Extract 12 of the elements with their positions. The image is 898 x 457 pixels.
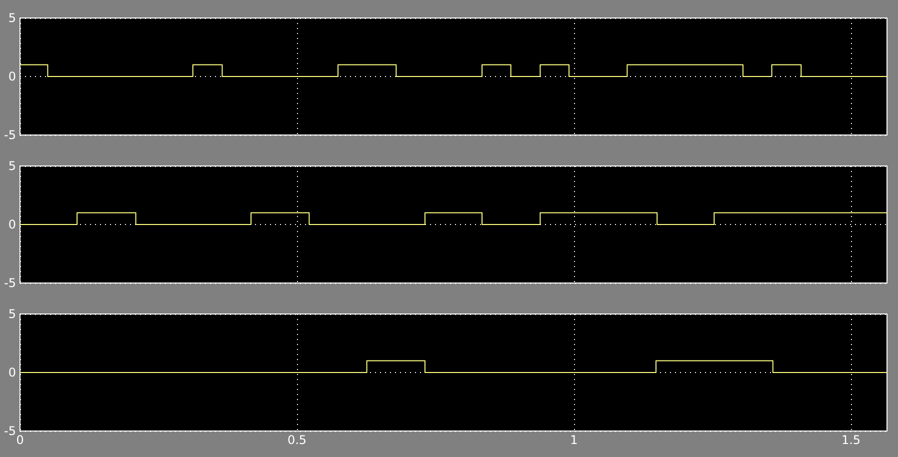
y-tick-label: 0	[8, 218, 16, 232]
y-tick-label: -5	[4, 128, 16, 142]
y-tick-label: -5	[4, 424, 16, 438]
y-tick-label: 5	[8, 11, 16, 25]
y-tick-label: 5	[8, 307, 16, 321]
y-tick-label: 5	[8, 159, 16, 173]
x-tick-label: 1.5	[841, 433, 861, 447]
x-tick-label: 0.5	[287, 433, 307, 447]
x-tick-label: 1	[570, 433, 578, 447]
y-tick-label: 0	[8, 366, 16, 380]
y-tick-label: -5	[4, 276, 16, 290]
y-tick-label: 0	[8, 70, 16, 84]
